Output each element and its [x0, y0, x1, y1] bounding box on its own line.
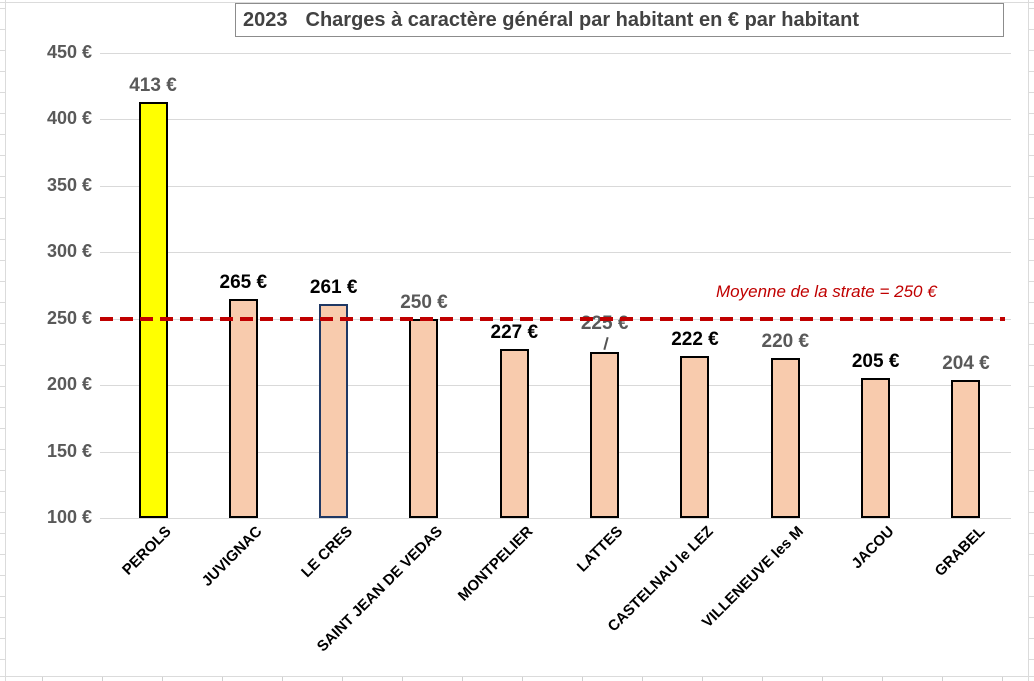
bar-grabel[interactable] — [951, 379, 981, 518]
reference-line-label: Moyenne de la strate = 250 € — [716, 282, 937, 301]
sheet-gridlines-left-rows — [0, 0, 5, 681]
y-axis-label: 350 € — [46, 174, 92, 195]
category-label-grabel: GRABEL — [931, 523, 989, 580]
reference-line — [100, 316, 1005, 321]
gridline-200 — [100, 385, 1011, 386]
chart-title[interactable]: 2023 Charges à caractère général par hab… — [235, 3, 1004, 37]
category-label-perols: PEROLS — [119, 523, 176, 579]
y-axis-label: 150 € — [46, 440, 92, 461]
bar-jacou[interactable] — [861, 378, 891, 518]
category-label-villeneuve-les-m: VILLENEUVE les M — [699, 523, 808, 632]
bar-le-cres[interactable] — [319, 303, 349, 518]
value-label-castelnau-le-lez: 222 € — [671, 328, 719, 350]
gridline-450 — [100, 52, 1011, 54]
gridline-350 — [100, 185, 1011, 187]
value-label-juvignac: 265 € — [219, 271, 268, 293]
bar-villeneuve-les-m[interactable] — [770, 358, 800, 518]
y-axis-label: 100 € — [46, 507, 92, 527]
value-label-montpelier: 227 € — [490, 322, 539, 344]
gridline-300 — [100, 252, 1011, 253]
value-label-saint-jean-de-vedas: 250 € — [400, 291, 448, 313]
gridline-400 — [100, 119, 1011, 120]
y-axis-label: 250 € — [46, 307, 92, 328]
sheet-gridline-top-row — [0, 2, 1034, 3]
y-axis-label: 450 € — [46, 41, 92, 62]
bar-castelnau-le-lez[interactable] — [680, 355, 710, 518]
sheet-gridlines-right-rows — [1029, 0, 1034, 681]
y-axis-label: 200 € — [46, 374, 92, 394]
bar-juvignac[interactable] — [228, 298, 258, 518]
category-label-lattes: LATTES — [574, 523, 627, 576]
bar-saint-jean-de-vedas[interactable] — [409, 318, 439, 518]
sheet-gridlines-bottom-columns — [0, 677, 1034, 681]
bar-perols[interactable] — [138, 101, 168, 518]
value-label-leader-line — [602, 336, 609, 350]
category-label-jacou: JACOU — [848, 523, 898, 573]
sheet-gridline-right-column — [1028, 0, 1029, 681]
y-axis-label: 300 € — [46, 241, 92, 261]
y-axis-label: 400 € — [46, 108, 92, 128]
value-label-grabel: 204 € — [942, 352, 990, 374]
bar-lattes[interactable] — [590, 351, 620, 518]
sheet-gridline-bottom-row — [0, 676, 1034, 677]
bar-montpelier[interactable] — [499, 349, 529, 518]
value-label-jacou: 205 € — [851, 351, 900, 373]
gridline-100 — [100, 518, 1011, 519]
chart-title-text: Charges à caractère général par habitant… — [305, 8, 860, 31]
chart-title-year: 2023 — [243, 8, 288, 31]
value-label-villeneuve-les-m: 220 € — [761, 331, 810, 353]
category-label-montpelier: MONTPELIER — [454, 523, 537, 605]
value-label-perols: 413 € — [129, 74, 177, 96]
category-label-juvignac: JUVIGNAC — [198, 523, 266, 590]
value-label-le-cres: 261 € — [309, 276, 358, 298]
gridline-150 — [100, 451, 1011, 453]
category-label-le-cres: LE CRES — [297, 523, 356, 581]
sheet-gridline-left-column — [5, 0, 6, 681]
